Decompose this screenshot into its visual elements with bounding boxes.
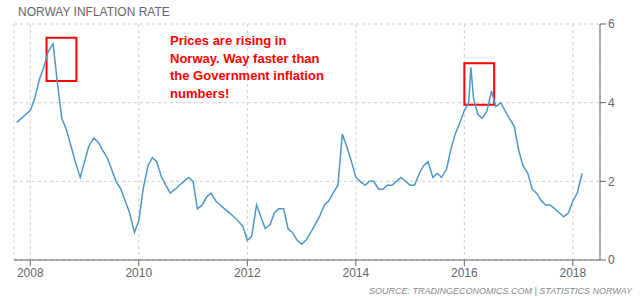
svg-text:6: 6 [608,17,615,31]
svg-text:0: 0 [608,253,615,267]
svg-text:2012: 2012 [234,266,261,280]
svg-text:2014: 2014 [342,266,369,280]
html-text:NORWAY INFLATION RATE: NORWAY INFLATION RATE [18,5,170,19]
html-text:Prices are rising in: Prices are rising in [170,33,287,48]
html-text:Norway. Way faster than: Norway. Way faster than [170,50,320,66]
html-text:SOURCE: TRADINGECONOMICS.COM |: SOURCE: TRADINGECONOMICS.COM | STATISTIC… [369,286,632,296]
svg-text:2016: 2016 [451,266,478,280]
html-text:the Government inflation: the Government inflation [170,68,324,84]
svg-text:2: 2 [608,175,615,189]
svg-text:2018: 2018 [560,266,587,280]
svg-text:4: 4 [608,96,615,110]
svg-text:2010: 2010 [125,266,152,280]
svg-text:2008: 2008 [17,266,44,280]
html-text:numbers!: numbers! [170,85,230,101]
